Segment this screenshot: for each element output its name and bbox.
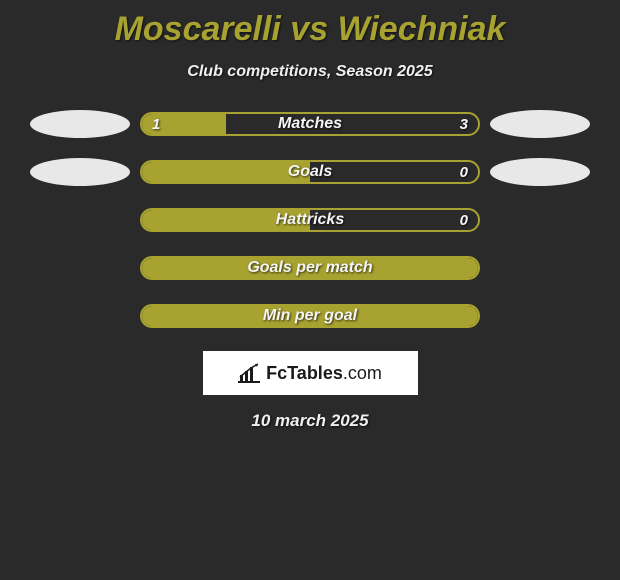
stat-rows: 1 Matches 3 Goals 0 Hattricks [0,111,620,329]
bar-label: Goals per match [142,259,478,277]
bar-label: Matches [142,115,478,133]
player-oval-left [30,110,130,138]
bar-label: Hattricks [142,211,478,229]
stat-bar: Goals per match [140,256,480,280]
stat-row-goals: Goals 0 [0,159,620,185]
page-subtitle: Club competitions, Season 2025 [0,63,620,81]
page-title: Moscarelli vs Wiechniak [0,0,620,49]
player-oval-right [490,110,590,138]
bar-label: Min per goal [142,307,478,325]
stat-bar: Hattricks 0 [140,208,480,232]
stat-row-matches: 1 Matches 3 [0,111,620,137]
stat-bar: Goals 0 [140,160,480,184]
left-side [20,158,140,186]
player-oval-right [490,158,590,186]
chart-icon [238,363,260,383]
logo-text-bold: FcTables [266,363,343,383]
stat-bar: Min per goal [140,304,480,328]
logo-box: FcTables.com [203,351,418,395]
logo-text: FcTables.com [266,363,382,384]
logo-text-light: .com [343,363,382,383]
player-oval-left [30,158,130,186]
right-side [480,158,600,186]
stat-row-goals-per-match: Goals per match [0,255,620,281]
bar-label: Goals [142,163,478,181]
stat-row-min-per-goal: Min per goal [0,303,620,329]
right-side [480,110,600,138]
bar-value-right: 0 [460,164,468,181]
stat-bar: 1 Matches 3 [140,112,480,136]
bar-value-right: 3 [460,116,468,133]
footer-date: 10 march 2025 [0,411,620,431]
left-side [20,110,140,138]
stat-row-hattricks: Hattricks 0 [0,207,620,233]
bar-value-right: 0 [460,212,468,229]
